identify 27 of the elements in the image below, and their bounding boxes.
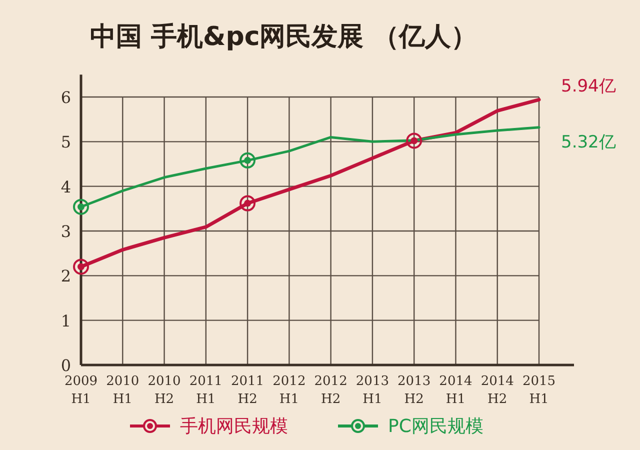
y-tick-label: 3 — [60, 222, 71, 241]
x-tick-label: 2011 H2 — [231, 374, 264, 407]
data-label: 5.94亿 — [561, 76, 616, 97]
x-tick-label: 2014 H2 — [480, 374, 514, 407]
point — [406, 132, 422, 149]
legend-label: PC网民规模 — [388, 416, 484, 437]
chart-title: 中国 手机&pc网民发展 （亿人） — [90, 22, 477, 52]
point — [240, 195, 256, 212]
legend-label: 手机网民规模 — [180, 416, 288, 437]
x-tick-label: 2009 H1 — [64, 374, 98, 407]
x-tick-label: 2015 H1 — [522, 374, 556, 407]
x-tick-label: 2010 H1 — [106, 374, 140, 407]
y-tick-label: 4 — [60, 177, 71, 196]
x-tick-label: 2012 H2 — [314, 374, 348, 407]
x-tick-label: 2010 H2 — [148, 374, 181, 407]
x-tick-label: 2013 H1 — [356, 374, 389, 407]
data-label: 5.32亿 — [561, 132, 616, 152]
y-tick-label: 1 — [60, 311, 71, 330]
y-tick-label: 2 — [60, 266, 71, 286]
y-tick-label: 6 — [60, 88, 71, 107]
x-tick-label: 2013 H2 — [398, 374, 431, 407]
x-tick-label: 2011 H1 — [189, 374, 222, 407]
x-tick-label: 2012 H1 — [272, 374, 306, 407]
y-tick-label: 0 — [60, 356, 71, 375]
point — [73, 258, 89, 275]
y-tick-label: 5 — [60, 132, 71, 152]
x-tick-label: 2014 H1 — [439, 374, 472, 407]
